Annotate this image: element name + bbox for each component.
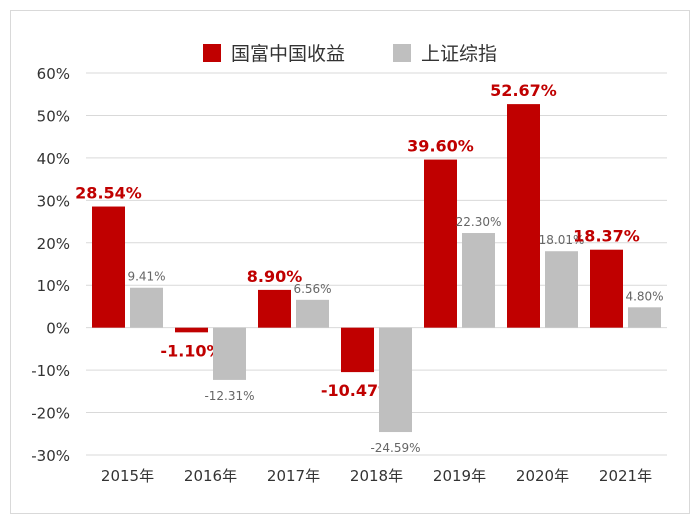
legend-item-series-1: 国富中国收益	[202, 39, 345, 66]
y-tick-label: 50%	[37, 107, 70, 125]
bar-chart: 60% 50% 40% 30% 20% 10% 0% -10% -20% -30% 28.54% 9.…	[31, 65, 667, 485]
x-tick-label: 2016年	[184, 467, 237, 485]
x-tick-label: 2021年	[599, 467, 652, 485]
legend-swatch-series-1	[202, 43, 221, 62]
bar-series-1	[341, 327, 374, 373]
y-tick-label: 40%	[37, 150, 70, 168]
y-tick-label: -10%	[31, 362, 70, 380]
data-label-series-2: 6.56%	[293, 282, 331, 296]
chart-frame: 国富中国收益 上证综指 60% 50% 40% 30% 20% 10% 0% -10% -20%…	[10, 10, 690, 514]
bar-series-1	[92, 206, 125, 328]
data-label-series-2: -12.31%	[204, 389, 254, 403]
x-tick-label: 2017年	[267, 467, 320, 485]
data-label-series-1: -1.10%	[160, 341, 222, 360]
bar-series-2	[213, 327, 246, 380]
y-tick-label: -20%	[31, 405, 70, 423]
bar-series-1	[424, 159, 457, 328]
y-tick-label: 0%	[46, 320, 70, 338]
bar-series-2	[296, 299, 329, 328]
x-tick-label: 2015年	[101, 467, 154, 485]
legend-label-series-2: 上证综指	[421, 43, 498, 65]
bar-series-2	[545, 251, 578, 328]
bar-series-1	[507, 104, 540, 328]
legend-swatch-series-2	[393, 43, 411, 62]
data-label-series-2: 4.80%	[625, 289, 663, 303]
data-label-series-2: 22.30%	[456, 215, 502, 229]
x-tick-label: 2019年	[433, 467, 486, 485]
data-label-series-1: 39.60%	[407, 137, 474, 156]
y-tick-label: 20%	[37, 235, 70, 253]
bar-series-2	[628, 307, 661, 328]
bar-series-2	[130, 287, 163, 328]
legend-label-series-1: 国富中国收益	[230, 43, 345, 65]
data-label-series-1: 52.67%	[490, 81, 557, 100]
data-label-series-1: 18.37%	[573, 227, 640, 246]
y-tick-label: -30%	[31, 447, 70, 465]
data-label-series-2: 18.01%	[539, 233, 585, 247]
bar-series-1	[175, 327, 208, 333]
bar-series-2	[379, 327, 412, 433]
data-label-series-2: -24.59%	[370, 441, 420, 455]
data-label-series-2: 9.41%	[127, 270, 165, 284]
data-label-series-1: 8.90%	[247, 267, 303, 286]
bar-series-2	[462, 233, 495, 328]
legend-item-series-2: 上证综指	[393, 39, 497, 66]
data-label-series-1: 28.54%	[75, 184, 142, 203]
y-tick-label: 60%	[37, 65, 70, 83]
x-tick-label: 2020年	[516, 467, 569, 485]
y-tick-label: 30%	[37, 192, 70, 210]
bar-series-1	[590, 249, 623, 328]
bar-series-1	[258, 289, 291, 328]
x-tick-label: 2018年	[350, 467, 403, 485]
chart-legend: 国富中国收益 上证综指	[11, 39, 689, 66]
data-label-series-1: -10.47%	[321, 381, 394, 400]
y-tick-label: 10%	[37, 277, 70, 295]
